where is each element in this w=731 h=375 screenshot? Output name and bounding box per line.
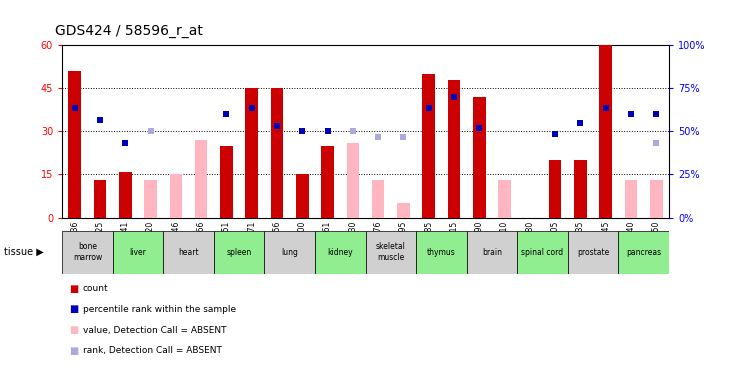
Bar xyxy=(195,140,208,218)
Bar xyxy=(549,160,561,218)
Bar xyxy=(499,180,511,218)
Text: ■: ■ xyxy=(69,284,79,294)
Text: skeletal
muscle: skeletal muscle xyxy=(376,243,406,262)
Bar xyxy=(144,180,157,218)
Bar xyxy=(270,88,284,218)
Text: pancreas: pancreas xyxy=(626,248,661,256)
Bar xyxy=(466,231,518,274)
Text: lung: lung xyxy=(281,248,298,256)
Bar xyxy=(170,174,182,217)
Bar xyxy=(213,231,265,274)
Bar xyxy=(574,160,587,218)
Text: kidney: kidney xyxy=(327,248,353,256)
Text: percentile rank within the sample: percentile rank within the sample xyxy=(83,305,235,314)
Bar xyxy=(62,231,113,274)
Bar xyxy=(618,231,669,274)
Bar xyxy=(624,180,637,218)
Text: spinal cord: spinal cord xyxy=(521,248,564,256)
Text: ■: ■ xyxy=(69,304,79,314)
Text: GDS424 / 58596_r_at: GDS424 / 58596_r_at xyxy=(55,24,202,38)
Bar xyxy=(321,146,334,218)
Bar xyxy=(447,80,461,218)
Bar xyxy=(397,203,410,217)
Bar xyxy=(265,231,315,274)
Text: thymus: thymus xyxy=(427,248,455,256)
Bar xyxy=(163,231,213,274)
Bar xyxy=(599,45,612,218)
Text: ■: ■ xyxy=(69,325,79,335)
Text: bone
marrow: bone marrow xyxy=(73,243,102,262)
Text: spleen: spleen xyxy=(227,248,251,256)
Bar xyxy=(119,171,132,217)
Text: prostate: prostate xyxy=(577,248,609,256)
Bar xyxy=(473,97,485,218)
Text: brain: brain xyxy=(482,248,502,256)
Bar xyxy=(423,74,435,217)
Text: value, Detection Call = ABSENT: value, Detection Call = ABSENT xyxy=(83,326,226,334)
Text: tissue ▶: tissue ▶ xyxy=(4,247,43,257)
Text: heart: heart xyxy=(178,248,199,256)
Bar xyxy=(246,88,258,218)
Bar xyxy=(366,231,416,274)
Bar xyxy=(416,231,466,274)
Text: ■: ■ xyxy=(69,346,79,355)
Text: liver: liver xyxy=(129,248,146,256)
Bar xyxy=(296,174,308,217)
Bar xyxy=(220,146,232,218)
Bar xyxy=(372,180,385,218)
Text: count: count xyxy=(83,284,108,293)
Text: rank, Detection Call = ABSENT: rank, Detection Call = ABSENT xyxy=(83,346,221,355)
Bar xyxy=(650,180,662,218)
Bar xyxy=(94,180,107,218)
Bar xyxy=(315,231,366,274)
Bar xyxy=(346,143,359,218)
Bar xyxy=(69,71,81,217)
Bar xyxy=(113,231,163,274)
Bar xyxy=(518,231,568,274)
Bar xyxy=(568,231,618,274)
